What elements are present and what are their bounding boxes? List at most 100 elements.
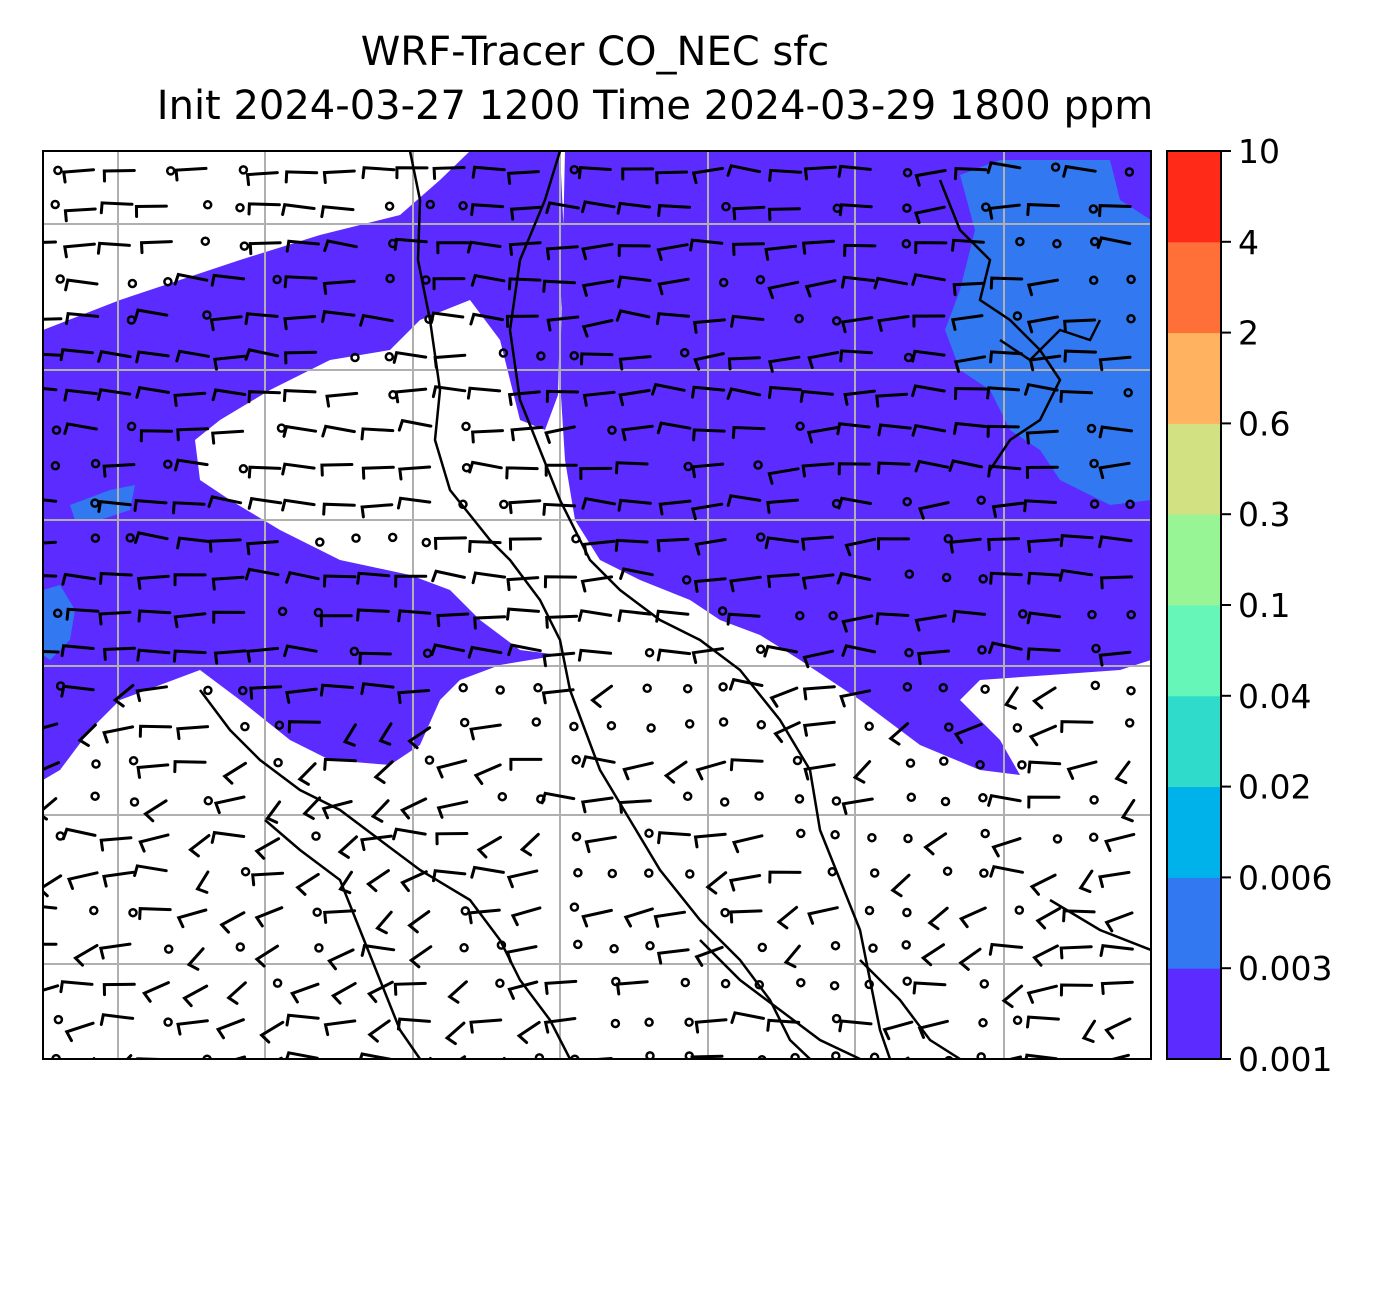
wind-barb — [285, 570, 320, 584]
calm-wind-marker — [91, 759, 101, 769]
wind-barb — [213, 795, 246, 815]
wind-barb — [447, 980, 468, 1004]
wind-barb — [265, 800, 282, 824]
wind-barb — [43, 942, 58, 946]
calm-wind-marker — [794, 794, 805, 804]
wind-barb — [98, 610, 132, 626]
calm-wind-marker — [163, 276, 173, 287]
wind-barb — [509, 205, 543, 221]
wind-barb — [768, 870, 802, 884]
wind-barb — [694, 538, 727, 556]
wind-barb — [319, 683, 354, 697]
wind-barb — [1098, 355, 1132, 372]
wind-barb — [773, 721, 801, 744]
wind-barb — [729, 575, 762, 593]
wind-barb — [914, 241, 948, 255]
wind-barb — [133, 498, 168, 512]
wind-barb — [987, 793, 1022, 807]
wind-barb — [175, 349, 210, 363]
wind-barb — [989, 276, 1024, 290]
calm-wind-marker — [645, 1051, 655, 1059]
calm-wind-marker — [128, 755, 139, 766]
wind-barb — [99, 201, 134, 215]
wind-barb — [320, 205, 355, 219]
calm-wind-marker — [534, 1053, 545, 1059]
wind-barb — [211, 575, 245, 591]
wind-barb — [66, 871, 99, 890]
wind-barb — [287, 720, 321, 734]
wind-barb — [655, 312, 691, 326]
wind-barb — [953, 355, 987, 373]
wind-barb — [43, 352, 62, 357]
wind-barb — [356, 608, 390, 622]
wind-barb — [276, 1056, 283, 1059]
wind-barb — [837, 496, 873, 510]
wind-barb — [691, 166, 725, 185]
calm-wind-marker — [50, 199, 60, 210]
wind-barb — [768, 168, 803, 182]
wind-barb — [663, 760, 688, 784]
wind-barb — [989, 864, 1024, 878]
calm-wind-marker — [273, 757, 283, 768]
wind-barb — [954, 386, 988, 400]
calm-wind-marker — [127, 278, 138, 289]
calm-wind-marker — [979, 979, 990, 989]
wind-barb — [64, 1021, 95, 1043]
calm-wind-marker — [238, 165, 249, 175]
calm-wind-marker — [906, 792, 917, 803]
calm-wind-marker — [50, 461, 61, 471]
coastlines — [199, 151, 1151, 1059]
wind-barb — [1100, 980, 1134, 995]
calm-wind-marker — [90, 458, 101, 469]
colorbar-segment — [1167, 241, 1221, 334]
wind-barb — [803, 165, 837, 181]
calm-wind-marker — [495, 685, 505, 695]
calm-wind-marker — [274, 720, 285, 730]
colorbar-segment — [1167, 151, 1221, 243]
wind-barb — [210, 273, 246, 287]
calm-wind-marker — [1087, 609, 1097, 620]
wind-barb — [468, 460, 503, 474]
wind-barb — [1059, 945, 1093, 960]
calm-wind-marker — [753, 460, 763, 470]
colorbar-segment — [1167, 332, 1221, 424]
wind-barb — [1098, 870, 1131, 889]
wind-barb — [361, 465, 395, 480]
wind-barb — [729, 909, 763, 924]
wind-barb — [470, 429, 504, 444]
wind-barb — [656, 243, 689, 261]
wind-barb — [584, 835, 617, 854]
wind-barb — [987, 537, 1021, 552]
wind-barb — [691, 462, 725, 479]
wind-barb — [251, 871, 285, 887]
wind-barb — [1025, 429, 1059, 445]
calm-wind-marker — [458, 683, 468, 693]
calm-wind-marker — [830, 940, 841, 951]
wind-barb — [367, 1019, 391, 1043]
calm-wind-marker — [978, 1018, 988, 1028]
wind-barb — [914, 459, 950, 473]
wind-barb — [173, 391, 207, 407]
wind-barb — [991, 837, 1022, 858]
wind-barb — [617, 498, 652, 512]
wind-barb — [655, 609, 690, 623]
map-panel — [43, 151, 1151, 1059]
wind-barb — [840, 316, 874, 334]
calm-wind-marker — [240, 866, 251, 877]
wind-barb — [337, 835, 358, 859]
wind-barb — [1098, 650, 1132, 667]
wind-barb — [590, 684, 613, 708]
wind-barb — [1114, 760, 1131, 785]
wind-barb — [581, 496, 616, 510]
wind-barb — [1100, 575, 1134, 590]
calm-wind-marker — [976, 495, 986, 505]
calm-wind-marker — [461, 421, 471, 432]
wind-barb — [839, 349, 873, 363]
wind-barb — [436, 241, 470, 255]
wind-barb — [951, 238, 985, 252]
calm-wind-marker — [976, 1052, 986, 1059]
wind-barb — [545, 389, 580, 403]
wind-barb — [844, 537, 877, 557]
wind-barb — [689, 238, 724, 252]
wind-barb — [433, 353, 467, 369]
